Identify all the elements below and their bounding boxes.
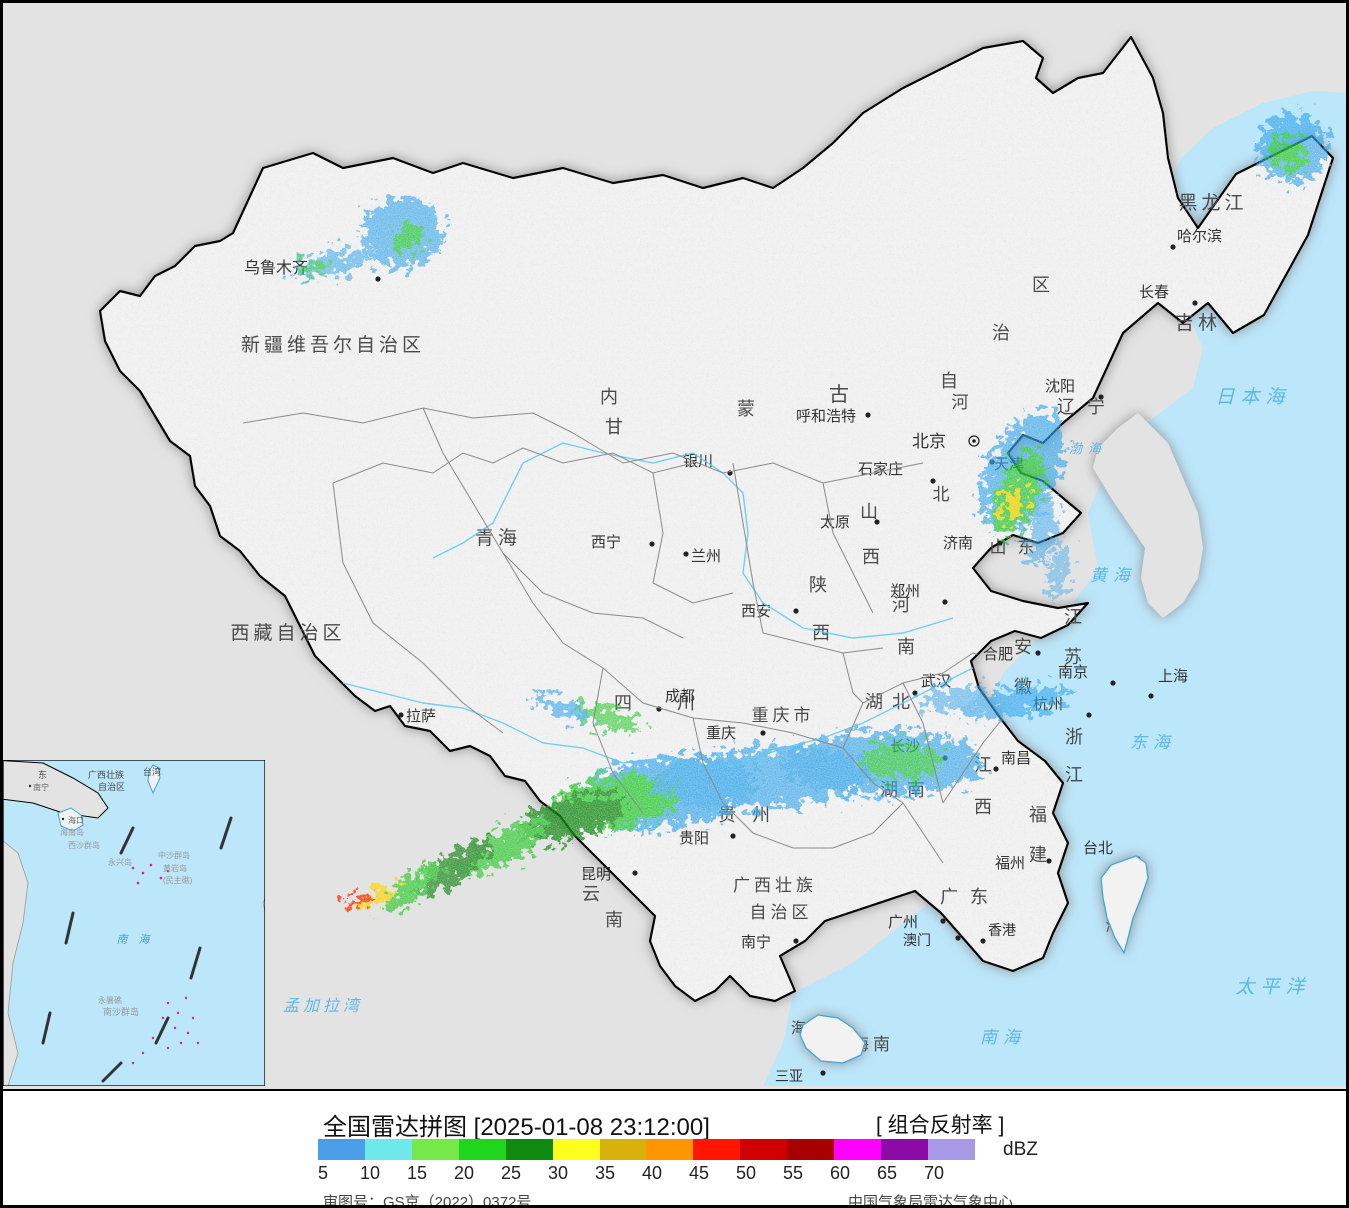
svg-text:西: 西 <box>974 797 996 817</box>
svg-text:上海: 上海 <box>1158 668 1188 685</box>
svg-text:太平洋: 太平洋 <box>1235 976 1310 998</box>
svg-text:新疆维吾尔自治区: 新疆维吾尔自治区 <box>241 334 425 356</box>
svg-text:南宁: 南宁 <box>741 934 771 951</box>
svg-text:吉林: 吉林 <box>1175 312 1221 334</box>
svg-text:南: 南 <box>605 910 627 930</box>
svg-text:哈尔滨: 哈尔滨 <box>1177 228 1222 245</box>
svg-text:昆明: 昆明 <box>581 866 611 883</box>
svg-text:黑龙江: 黑龙江 <box>1178 192 1247 214</box>
svg-text:湖: 湖 <box>865 692 887 712</box>
svg-text:江: 江 <box>1064 607 1086 627</box>
svg-text:辽: 辽 <box>1057 397 1079 417</box>
svg-text:甘: 甘 <box>605 417 627 437</box>
svg-text:四: 四 <box>614 693 636 713</box>
svg-text:日本海: 日本海 <box>1215 387 1290 408</box>
svg-text:西: 西 <box>862 547 884 567</box>
svg-text:治: 治 <box>992 323 1014 343</box>
svg-text:拉萨: 拉萨 <box>406 708 436 725</box>
svg-text:沈阳: 沈阳 <box>1045 378 1075 395</box>
svg-text:自: 自 <box>940 371 962 391</box>
svg-text:广西壮族: 广西壮族 <box>88 769 124 780</box>
svg-text:东: 东 <box>38 769 47 780</box>
svg-text:河: 河 <box>952 393 973 412</box>
svg-text:安: 安 <box>1014 637 1036 657</box>
svg-text:区: 区 <box>1032 275 1054 295</box>
svg-text:北京: 北京 <box>912 432 946 451</box>
svg-text:东: 东 <box>970 887 992 907</box>
svg-text:永暑礁: 永暑礁 <box>98 995 122 1005</box>
svg-text:香港: 香港 <box>988 922 1016 938</box>
svg-text:西宁: 西宁 <box>591 534 621 551</box>
svg-text:广西壮族: 广西壮族 <box>733 876 817 895</box>
svg-text:三亚: 三亚 <box>775 1068 803 1084</box>
svg-text:南: 南 <box>897 637 919 657</box>
svg-text:黄岩岛: 黄岩岛 <box>163 863 187 873</box>
svg-text:南昌: 南昌 <box>1001 750 1031 767</box>
svg-text:广州: 广州 <box>888 914 918 931</box>
svg-text:贵阳: 贵阳 <box>679 830 709 847</box>
svg-text:自治区: 自治区 <box>98 781 125 792</box>
svg-text:宁: 宁 <box>1087 397 1109 417</box>
svg-text:中沙群岛: 中沙群岛 <box>158 850 190 860</box>
svg-text:(民主礁): (民主礁) <box>163 875 193 885</box>
svg-text:云: 云 <box>582 884 604 904</box>
svg-text:福州: 福州 <box>995 855 1025 872</box>
svg-text:重庆: 重庆 <box>706 725 736 742</box>
svg-text:孟加拉湾: 孟加拉湾 <box>283 997 363 1015</box>
svg-text:兰州: 兰州 <box>691 548 721 565</box>
svg-text:南宁: 南宁 <box>33 782 49 792</box>
svg-text:自治区: 自治区 <box>750 903 813 922</box>
svg-text:北: 北 <box>933 485 954 504</box>
svg-text:合肥: 合肥 <box>983 646 1013 663</box>
svg-text:南沙群岛: 南沙群岛 <box>103 1006 139 1017</box>
svg-text:南海: 南海 <box>980 1028 1026 1047</box>
svg-text:浙: 浙 <box>1065 727 1087 747</box>
svg-text:内: 内 <box>600 387 622 407</box>
svg-text:海南岛: 海南岛 <box>60 827 84 837</box>
svg-text:郑州: 郑州 <box>890 583 920 600</box>
svg-text:福: 福 <box>1029 805 1051 825</box>
svg-text:东海: 东海 <box>1130 733 1176 752</box>
svg-text:广: 广 <box>940 887 962 907</box>
svg-text:陕: 陕 <box>809 575 831 595</box>
svg-text:北: 北 <box>892 692 914 712</box>
svg-text:南京: 南京 <box>1058 664 1088 681</box>
svg-text:西沙群岛: 西沙群岛 <box>68 840 100 850</box>
svg-text:古: 古 <box>829 383 853 406</box>
svg-text:台北: 台北 <box>1083 840 1113 857</box>
svg-text:呼和浩特: 呼和浩特 <box>796 408 856 425</box>
svg-text:石家庄: 石家庄 <box>858 460 903 478</box>
svg-text:蒙: 蒙 <box>737 399 759 419</box>
svg-text:台湾: 台湾 <box>143 766 161 777</box>
svg-text:澳门: 澳门 <box>903 932 931 948</box>
svg-text:黄海: 黄海 <box>1090 566 1136 585</box>
svg-text:山: 山 <box>860 502 882 522</box>
svg-text:济南: 济南 <box>943 535 973 552</box>
svg-text:西藏自治区: 西藏自治区 <box>230 622 345 644</box>
svg-text:南 海: 南 海 <box>117 933 152 946</box>
svg-text:重庆市: 重庆市 <box>752 706 815 725</box>
svg-text:太原: 太原 <box>820 514 850 531</box>
svg-text:永兴岛: 永兴岛 <box>108 857 132 867</box>
svg-text:江: 江 <box>1065 765 1087 785</box>
svg-text:海口: 海口 <box>68 815 84 825</box>
svg-text:渤海: 渤海 <box>1069 441 1107 456</box>
svg-text:成都: 成都 <box>665 688 695 705</box>
svg-text:长春: 长春 <box>1139 284 1169 301</box>
